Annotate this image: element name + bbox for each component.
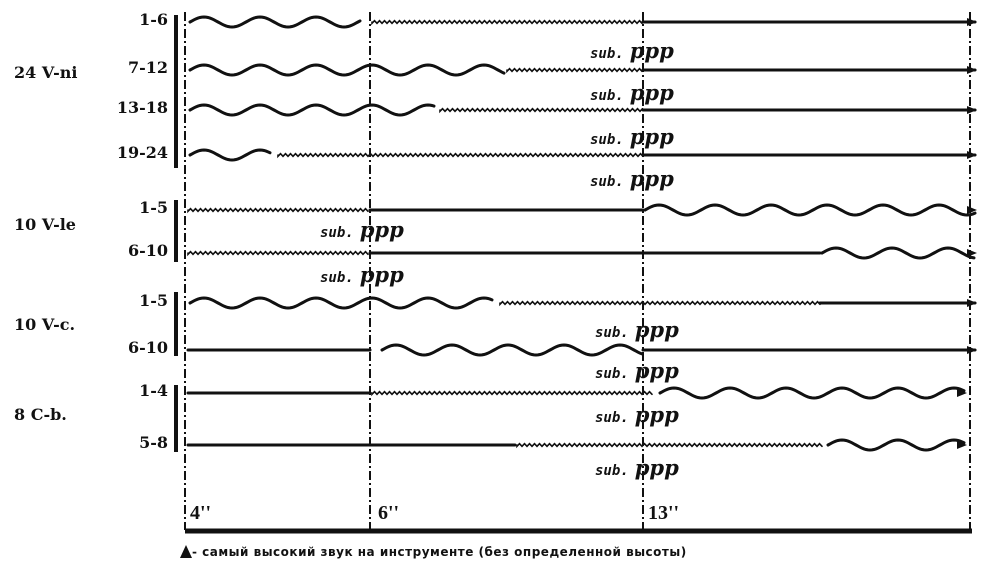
ppp-label: ppp bbox=[634, 358, 679, 383]
ppp-label: ppp bbox=[629, 124, 674, 149]
tremolo-line-segment bbox=[277, 152, 644, 159]
row-label: 7-12 bbox=[127, 58, 168, 77]
sub-label: sub. bbox=[320, 225, 354, 241]
dynamic-marking: sub. ppp bbox=[590, 80, 674, 105]
arrow-head-icon bbox=[967, 106, 977, 114]
tremolo-line-segment bbox=[187, 207, 369, 214]
time-mark: 13'' bbox=[648, 502, 680, 524]
row-label: 5-8 bbox=[139, 433, 168, 452]
row-label: 6-10 bbox=[127, 338, 168, 357]
arrow-head-icon bbox=[967, 249, 977, 257]
sub-label: sub. bbox=[595, 366, 629, 382]
arrow-head-icon bbox=[967, 66, 977, 74]
sub-label: sub. bbox=[590, 174, 624, 190]
sub-label: sub. bbox=[590, 132, 624, 148]
dynamic-marking: sub. ppp bbox=[595, 402, 679, 427]
dynamic-marking: sub. ppp bbox=[595, 455, 679, 480]
triangle-note-icon bbox=[180, 545, 192, 558]
wavy-line-segment bbox=[380, 343, 644, 357]
wavy-line-segment bbox=[188, 63, 506, 77]
wavy-line-segment bbox=[188, 15, 362, 29]
wavy-line-segment bbox=[826, 438, 966, 452]
row-label: 19-24 bbox=[116, 143, 168, 162]
ppp-label: ppp bbox=[359, 217, 404, 242]
row-label: 13-18 bbox=[116, 98, 168, 117]
sub-label: sub. bbox=[595, 463, 629, 479]
tremolo-line-segment bbox=[506, 67, 643, 74]
sub-label: sub. bbox=[590, 46, 624, 62]
dynamic-marking: sub. ppp bbox=[590, 38, 674, 63]
tremolo-line-segment bbox=[439, 107, 644, 114]
arrow-head-icon bbox=[967, 206, 977, 214]
sub-label: sub. bbox=[595, 325, 629, 341]
dynamic-marking: sub. ppp bbox=[320, 217, 404, 242]
arrow-head-icon bbox=[967, 299, 977, 307]
arrow-head-icon bbox=[967, 151, 977, 159]
dynamic-marking: sub. ppp bbox=[590, 124, 674, 149]
wavy-line-segment bbox=[658, 386, 966, 400]
tremolo-line-segment bbox=[499, 300, 821, 307]
wavy-line-segment bbox=[643, 203, 977, 217]
arrow-head-icon bbox=[957, 441, 967, 449]
group-label: 24 V-ni bbox=[14, 63, 78, 82]
group-label: 10 V-le bbox=[14, 215, 76, 234]
arrow-head-icon bbox=[967, 18, 977, 26]
dynamic-marking: sub. ppp bbox=[590, 166, 674, 191]
dynamic-marking: sub. ppp bbox=[595, 358, 679, 383]
ppp-label: ppp bbox=[634, 402, 679, 427]
row-label: 6-10 bbox=[127, 241, 168, 260]
ppp-label: ppp bbox=[359, 262, 404, 287]
dynamic-marking: sub. ppp bbox=[320, 262, 404, 287]
arrow-head-icon bbox=[957, 389, 967, 397]
wavy-line-segment bbox=[188, 103, 436, 117]
time-mark: 6'' bbox=[378, 502, 400, 524]
wavy-line-segment bbox=[188, 296, 494, 310]
time-mark: 4'' bbox=[190, 502, 212, 524]
tremolo-line-segment bbox=[187, 250, 369, 257]
ppp-label: ppp bbox=[634, 317, 679, 342]
ppp-label: ppp bbox=[629, 166, 674, 191]
sub-label: sub. bbox=[595, 410, 629, 426]
arrow-head-icon bbox=[967, 346, 977, 354]
wavy-line-segment bbox=[820, 246, 976, 260]
ppp-label: ppp bbox=[629, 38, 674, 63]
row-label: 1-5 bbox=[139, 198, 168, 217]
sub-label: sub. bbox=[320, 270, 354, 286]
wavy-line-segment bbox=[188, 148, 272, 162]
row-label: 1-6 bbox=[139, 10, 168, 29]
tremolo-line-segment bbox=[371, 390, 653, 397]
row-label: 1-4 bbox=[139, 381, 168, 400]
dynamic-marking: sub. ppp bbox=[595, 317, 679, 342]
sub-label: sub. bbox=[590, 88, 624, 104]
tremolo-line-segment bbox=[516, 442, 823, 449]
tremolo-line-segment bbox=[371, 19, 643, 26]
ppp-label: ppp bbox=[634, 455, 679, 480]
group-label: 10 V-c. bbox=[14, 315, 76, 334]
group-label: 8 C-b. bbox=[14, 405, 67, 424]
row-label: 1-5 bbox=[139, 291, 168, 310]
ppp-label: ppp bbox=[629, 80, 674, 105]
legend: - самый высокий звук на инструменте (без… bbox=[180, 545, 687, 559]
legend-text: - самый высокий звук на инструменте (без… bbox=[192, 545, 687, 559]
